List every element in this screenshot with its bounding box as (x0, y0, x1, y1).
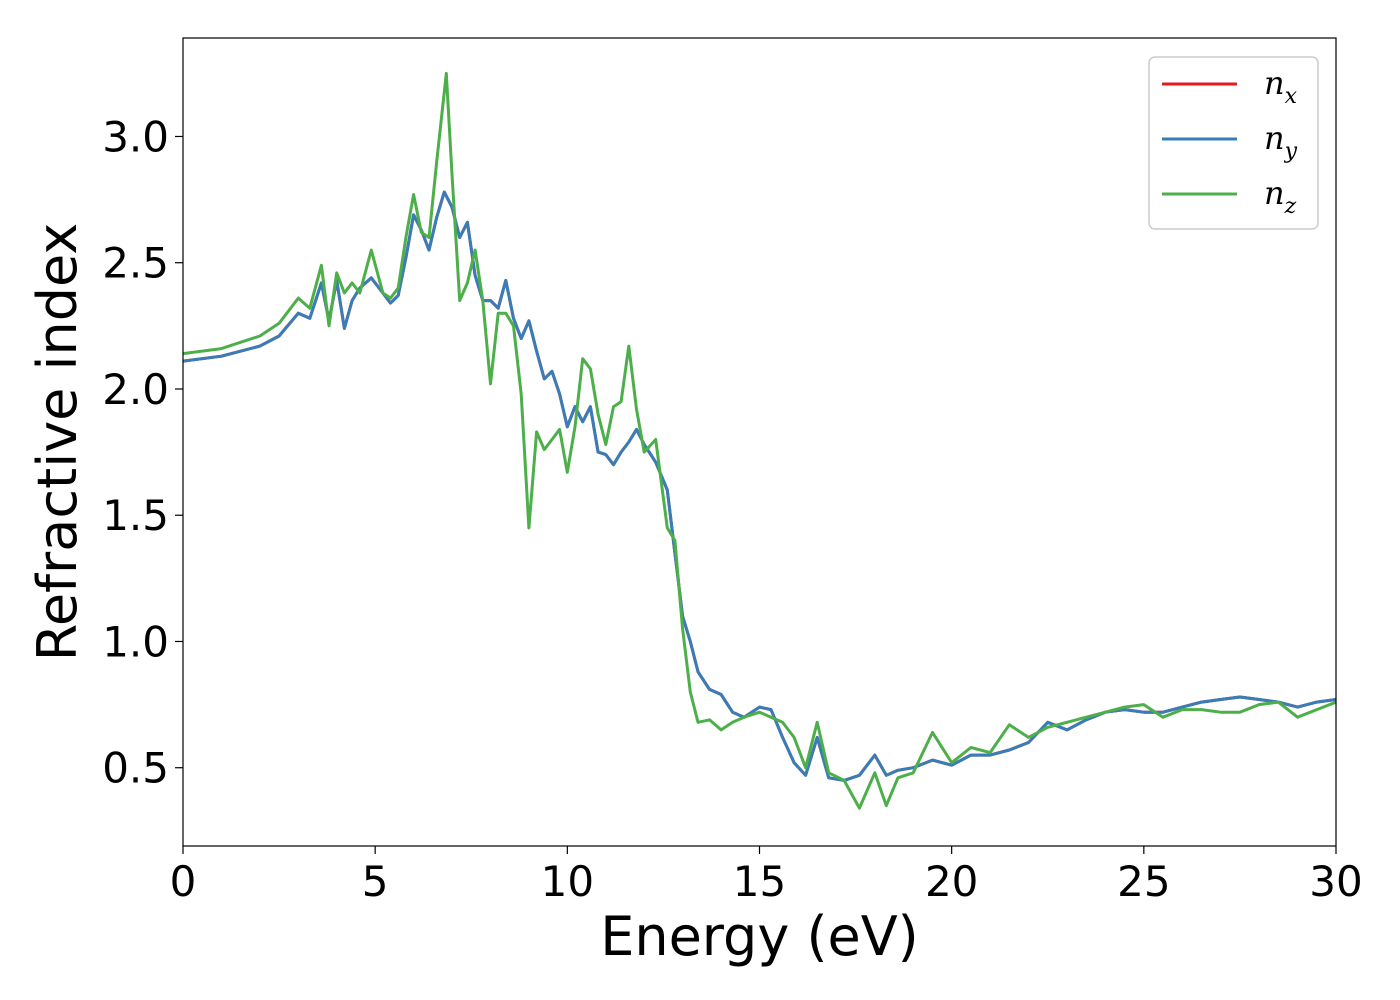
legend-label-subscript: y (1284, 139, 1298, 164)
x-tick-label: 30 (1309, 857, 1362, 906)
x-tick-label: 0 (170, 857, 197, 906)
legend-label-z: nz (1264, 174, 1297, 219)
legend-label-subscript: x (1285, 84, 1298, 109)
series-line-z (183, 71, 1336, 810)
y-tick-label: 1.0 (102, 617, 169, 666)
legend-label-base: n (1264, 64, 1285, 102)
y-tick-label: 1.5 (102, 491, 169, 540)
legend-label-base: n (1264, 119, 1285, 157)
legend-label-y: ny (1264, 119, 1298, 164)
x-tick-label: 15 (733, 857, 786, 906)
y-tick-label: 2.5 (102, 239, 169, 288)
legend-label-subscript: z (1284, 194, 1297, 219)
y-axis: 0.5 1.0 1.5 2.0 2.5 3.0 (102, 112, 183, 793)
y-tick-label: 2.0 (102, 365, 169, 414)
legend-box (1148, 56, 1319, 230)
y-axis-label: Refractive index (26, 223, 89, 662)
plot-series (183, 71, 1336, 810)
x-tick-label: 25 (1117, 857, 1170, 906)
x-axis-label: Energy (eV) (600, 905, 919, 968)
legend-label-x: nx (1264, 64, 1298, 109)
x-axis: 0 5 10 15 20 25 30 (170, 846, 1363, 906)
x-tick-label: 10 (541, 857, 594, 906)
y-tick-label: 3.0 (102, 112, 169, 161)
legend-label-base: n (1264, 174, 1285, 212)
x-tick-label: 20 (925, 857, 978, 906)
y-tick-label: 0.5 (102, 744, 169, 793)
x-tick-label: 5 (362, 857, 389, 906)
